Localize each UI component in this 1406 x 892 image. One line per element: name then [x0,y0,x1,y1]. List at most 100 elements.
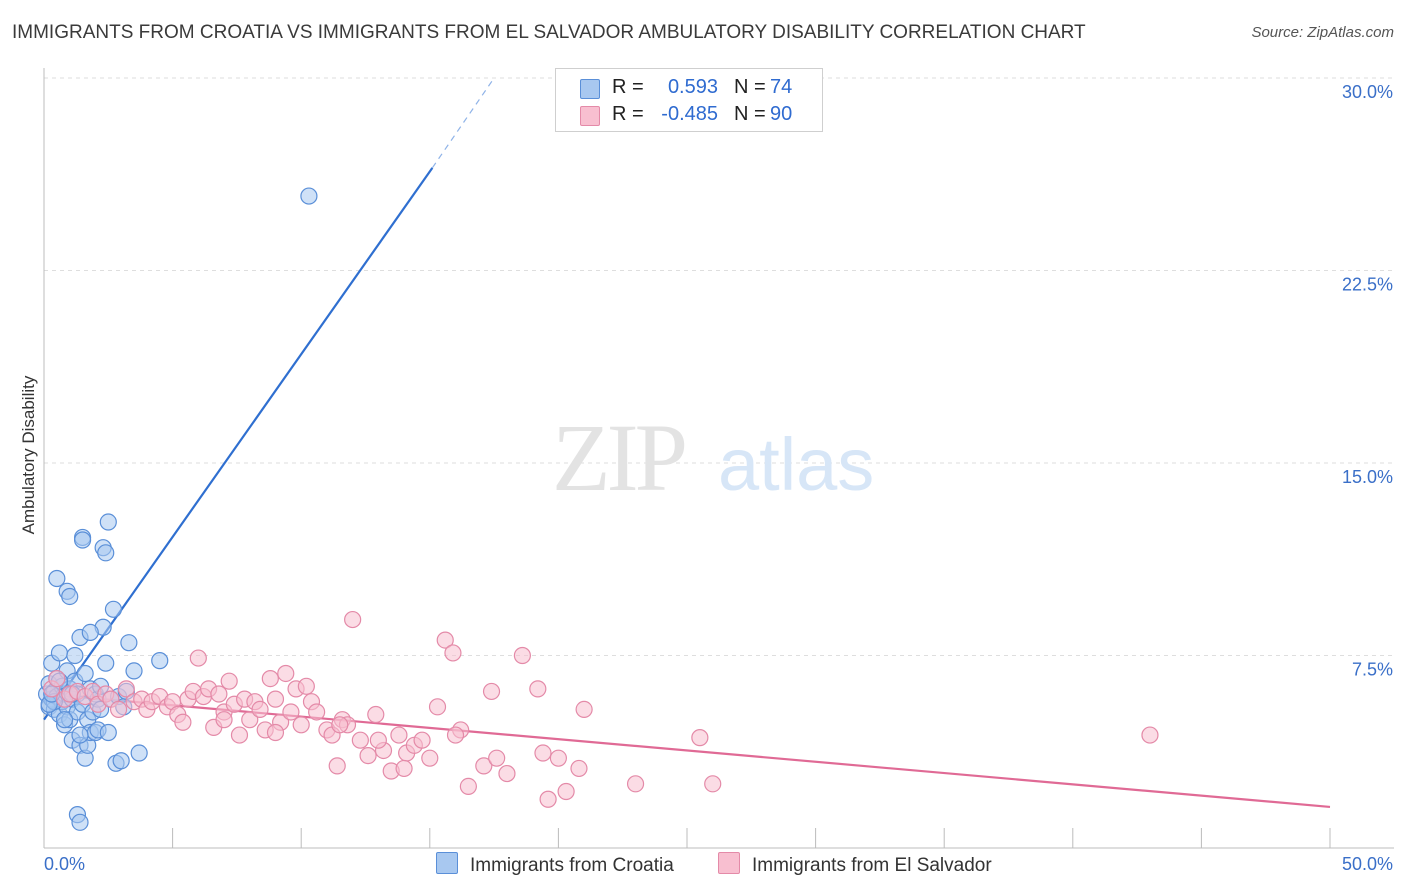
point-croatia [151,652,169,670]
legend-row-croatia: R = 0.593 N = 74 [556,73,822,101]
point-croatia [50,644,69,662]
bottom-legend-label-croatia: Immigrants from Croatia [470,855,674,876]
bottom-legend-label-el-salvador: Immigrants from El Salvador [752,855,992,876]
y-tick-label: 22.5% [1342,275,1393,295]
point-el-salvador [459,777,477,796]
point-el-salvador [428,698,447,716]
y-tick-label: 15.0% [1342,467,1393,487]
point-el-salvador [691,729,709,747]
y-tick-label: 7.5% [1352,660,1393,680]
point-el-salvador [446,726,465,744]
watermark-atlas: atlas [718,423,874,506]
point-croatia [76,664,94,683]
bottom-legend-croatia: Immigrants from Croatia [436,852,674,877]
point-el-salvador [395,759,413,778]
point-croatia [81,623,99,642]
point-el-salvador [539,790,557,808]
y-tick-label: 30.0% [1342,82,1393,102]
x-tick-label: 0.0% [44,854,85,874]
point-el-salvador [117,680,135,698]
point-croatia [120,634,138,652]
point-croatia [300,187,318,205]
data-points [37,187,1159,831]
chart-title: IMMIGRANTS FROM CROATIA VS IMMIGRANTS FR… [12,22,1086,43]
point-el-salvador [626,775,645,793]
point-el-salvador [109,700,128,719]
point-el-salvador [498,764,516,783]
point-el-salvador [251,700,269,719]
point-el-salvador [482,682,501,701]
point-el-salvador [529,680,547,698]
point-el-salvador [282,703,300,721]
point-el-salvador [369,731,387,749]
watermark-zip: ZIP [552,404,685,511]
point-el-salvador [331,716,349,734]
bottom-legend-el-salvador: Immigrants from El Salvador [718,852,992,877]
correlation-legend: R = 0.593 N = 74 R = -0.485 N = 90 [555,68,823,132]
point-croatia [99,513,117,531]
point-el-salvador [1141,726,1159,744]
point-croatia [71,726,89,744]
y-axis-label: Ambulatory Disability [19,375,38,534]
grid-lines [44,77,1394,656]
point-el-salvador [575,700,593,719]
point-el-salvador [48,669,66,688]
legend-n-label: N = [734,76,766,98]
point-el-salvador [174,713,192,731]
point-el-salvador [549,749,568,767]
point-el-salvador [220,672,238,690]
watermark: ZIP atlas [552,404,874,511]
point-el-salvador [230,726,249,744]
point-croatia [104,600,123,618]
point-el-salvador [367,705,385,724]
point-el-salvador [436,631,454,649]
point-croatia [71,813,89,831]
bottom-legend-swatch-el-salvador [718,852,740,874]
point-croatia [61,587,79,606]
legend-n-value: 90 [770,103,793,125]
point-croatia [48,569,66,588]
point-el-salvador [488,749,506,767]
legend-swatch-croatia [580,79,600,99]
legend-n-label: N = [734,103,766,125]
point-el-salvador [189,649,207,667]
point-el-salvador [344,610,362,629]
point-el-salvador [297,677,315,695]
point-croatia [130,744,148,762]
legend-row-el-salvador: R = -0.485 N = 90 [556,100,822,128]
legend-n-value: 74 [770,76,793,98]
legend-r-value: 0.593 [667,76,718,98]
point-croatia [125,662,143,680]
point-el-salvador [421,749,439,767]
point-el-salvador [390,726,408,744]
point-el-salvador [215,711,233,729]
point-croatia [97,544,115,562]
bottom-legend-swatch-croatia [436,852,458,874]
point-croatia [97,654,115,672]
point-el-salvador [413,731,431,749]
point-el-salvador [261,669,279,688]
legend-r-value: -0.485 [661,103,718,125]
source-label: Source: ZipAtlas.com [1251,24,1394,41]
point-croatia [66,646,84,665]
point-croatia [73,531,92,549]
point-el-salvador [308,703,326,721]
point-croatia [55,711,74,729]
point-el-salvador [359,746,377,765]
x-tick-label: 50.0% [1342,854,1393,874]
point-el-salvador [351,731,369,749]
trend-line-croatia [43,167,434,721]
point-el-salvador [328,757,346,775]
legend-swatch-el-salvador [580,106,600,126]
point-el-salvador [513,646,531,665]
point-croatia [112,752,130,770]
legend-r-label: R = [612,76,644,98]
point-el-salvador [266,723,285,742]
legend-r-label: R = [612,103,644,125]
point-el-salvador [534,744,552,762]
point-el-salvador [210,685,228,703]
tick-labels: 7.5% 15.0% 22.5% 30.0% 0.0% 50.0% [44,82,1393,874]
point-croatia [99,723,117,742]
point-el-salvador [266,690,285,708]
